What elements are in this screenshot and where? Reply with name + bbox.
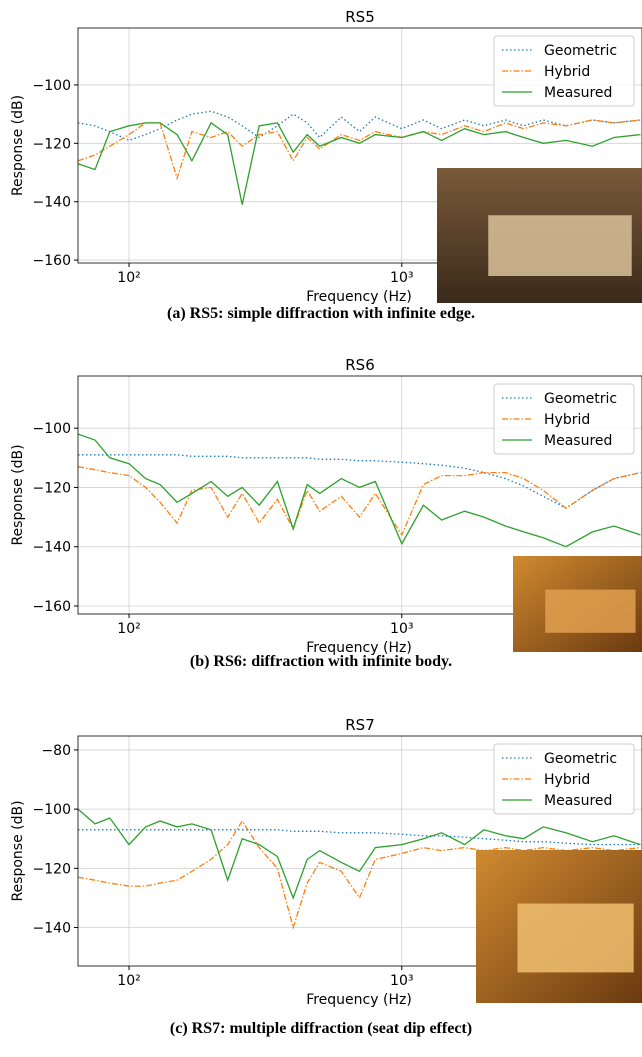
caption: (a) RS5: simple diffraction with infinit… [167,305,475,322]
y-tick-label: −120 [33,861,71,877]
y-tick-label: −80 [41,743,71,759]
y-tick-label: −100 [33,802,71,818]
y-tick-label: −120 [33,136,71,152]
legend-box [493,383,635,455]
y-tick-label: −140 [33,540,71,556]
legend-label: Geometric [544,751,617,767]
legend-box [493,35,635,107]
y-tick-label: −160 [33,253,71,269]
x-tick-label: 10³ [390,621,413,637]
plot-frame [77,375,642,615]
legend-label: Hybrid [544,64,590,80]
photo-object [517,903,634,973]
chart-title: RS6 [345,356,375,374]
photo-object [488,215,632,276]
series-line [78,110,641,142]
x-axis-label: Frequency (Hz) [306,992,412,1008]
series-line [78,808,641,900]
x-axis-label: Frequency (Hz) [306,640,412,656]
series-line [78,121,641,205]
x-tick-label: 10² [117,270,140,286]
legend-label: Hybrid [544,772,590,788]
x-tick-label: 10² [117,621,140,637]
y-axis-label: Response (dB) [10,800,26,901]
y-tick-label: −100 [33,78,71,94]
legend-label: Hybrid [544,412,590,428]
legend-label: Measured [544,793,612,809]
series-line [78,829,641,846]
x-tick-label: 10² [117,973,140,989]
legend-box [493,743,635,815]
caption: (b) RS6: diffraction with infinite body. [190,653,452,670]
x-tick-label: 10³ [390,270,413,286]
chart-title: RS7 [345,716,375,734]
y-axis-label: Response (dB) [10,95,26,196]
y-tick-label: −140 [33,195,71,211]
legend-label: Geometric [544,391,617,407]
series-line [78,433,641,548]
legend-label: Geometric [544,43,617,59]
x-tick-label: 10³ [390,973,413,989]
legend-label: Measured [544,433,612,449]
y-tick-label: −160 [33,599,71,615]
caption: (c) RS7: multiple diffraction (seat dip … [170,1020,472,1037]
y-tick-label: −140 [33,921,71,937]
y-tick-label: −120 [33,480,71,496]
y-tick-label: −100 [33,421,71,437]
plot-frame [77,735,642,967]
y-axis-label: Response (dB) [10,444,26,545]
chart-title: RS5 [345,8,375,26]
photo-object [545,589,636,633]
plot-frame [77,27,642,264]
x-axis-label: Frequency (Hz) [306,289,412,305]
series-line [78,466,641,537]
series-line [78,454,641,509]
legend-label: Measured [544,85,612,101]
